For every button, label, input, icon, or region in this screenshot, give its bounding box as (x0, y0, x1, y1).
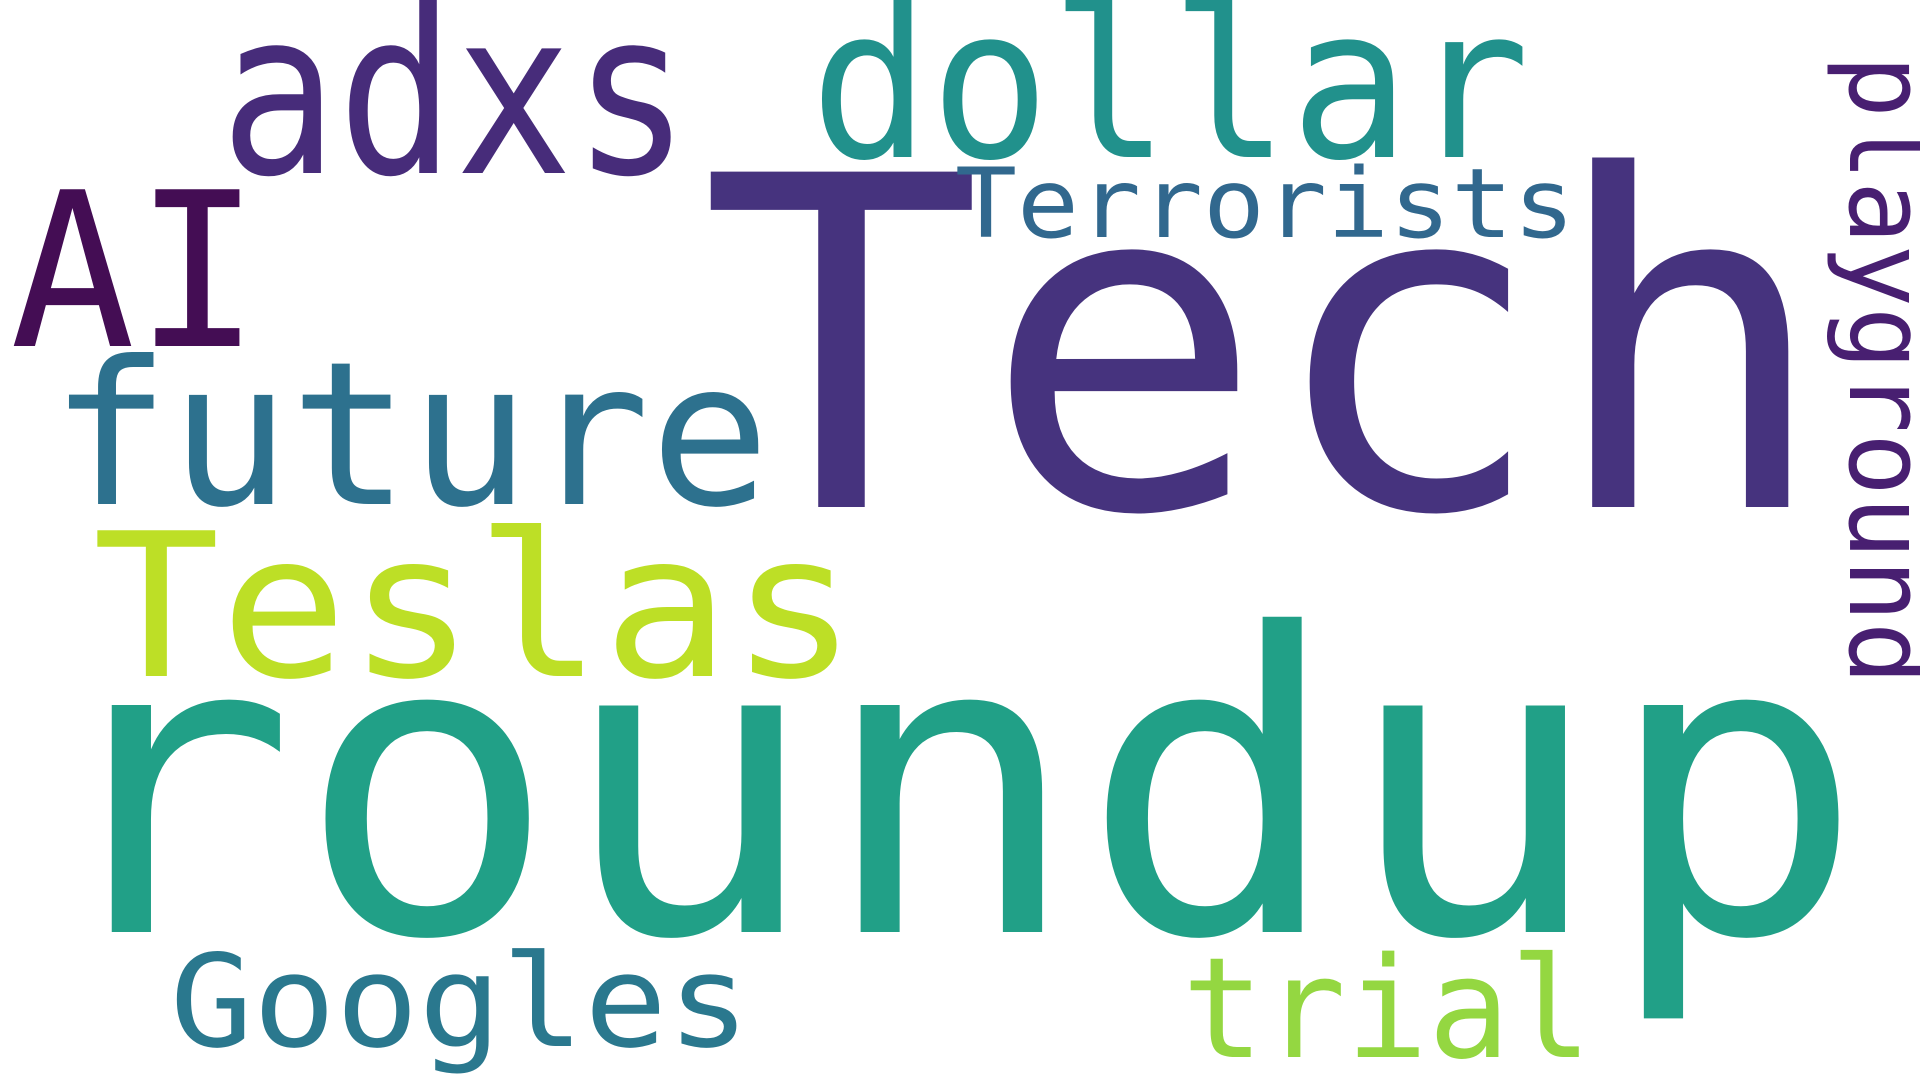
word-dollar: dollar (810, 0, 1530, 207)
word-roundup: roundup (35, 547, 1865, 1030)
word-future: future (50, 319, 770, 552)
word-adxs: adxs (220, 0, 690, 227)
word-teslas: Teslas (93, 491, 858, 724)
word-tech: Tech (700, 81, 1830, 616)
word-adxs-group: adxs (220, 0, 690, 227)
word-adxs-text: adxs (220, 0, 690, 227)
word-playground: playground (1824, 55, 1920, 685)
word-trial: trial (1182, 928, 1592, 1080)
word-ai: AI (10, 146, 260, 397)
word-terrorists: Terrorists (955, 148, 1575, 260)
word-googles: Googles (170, 928, 750, 1077)
